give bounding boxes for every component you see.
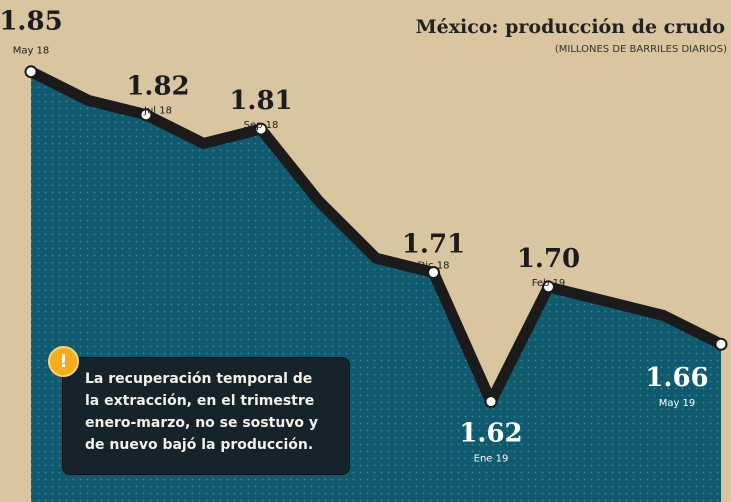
data-point-marker [139, 108, 153, 122]
chart-subtitle: (MILLONES DE BARRILES DIARIOS) [554, 44, 727, 55]
data-point-marker [714, 337, 728, 351]
data-date-label: Ene 19 [474, 454, 509, 465]
data-date-label: Sep 18 [244, 120, 279, 131]
exclamation-icon: ! [48, 346, 79, 377]
data-value-label: 1.71 [402, 230, 465, 260]
data-point-marker [542, 280, 555, 294]
callout-box: La recuperación temporal de la extracció… [62, 357, 350, 475]
data-value-label: 1.82 [126, 72, 189, 102]
data-point-marker [484, 395, 498, 409]
data-point-marker [24, 65, 38, 79]
data-date-label: May 19 [659, 398, 696, 409]
callout-text: La recuperación temporal de la extracció… [85, 371, 319, 453]
data-date-label: Dic 18 [418, 261, 450, 272]
data-value-label: 1.70 [517, 244, 580, 274]
data-value-label: 1.66 [645, 363, 708, 393]
data-value-label: 1.81 [229, 86, 292, 116]
data-value-label: 1.62 [459, 419, 522, 449]
data-point-marker [254, 122, 268, 136]
data-date-label: Feb 19 [532, 278, 566, 289]
data-date-label: May 18 [13, 46, 50, 57]
data-value-label: 1.85 [0, 7, 63, 37]
data-date-label: Jul 18 [143, 106, 172, 117]
data-point-marker [427, 266, 440, 280]
chart-title: México: producción de crudo [415, 16, 725, 38]
